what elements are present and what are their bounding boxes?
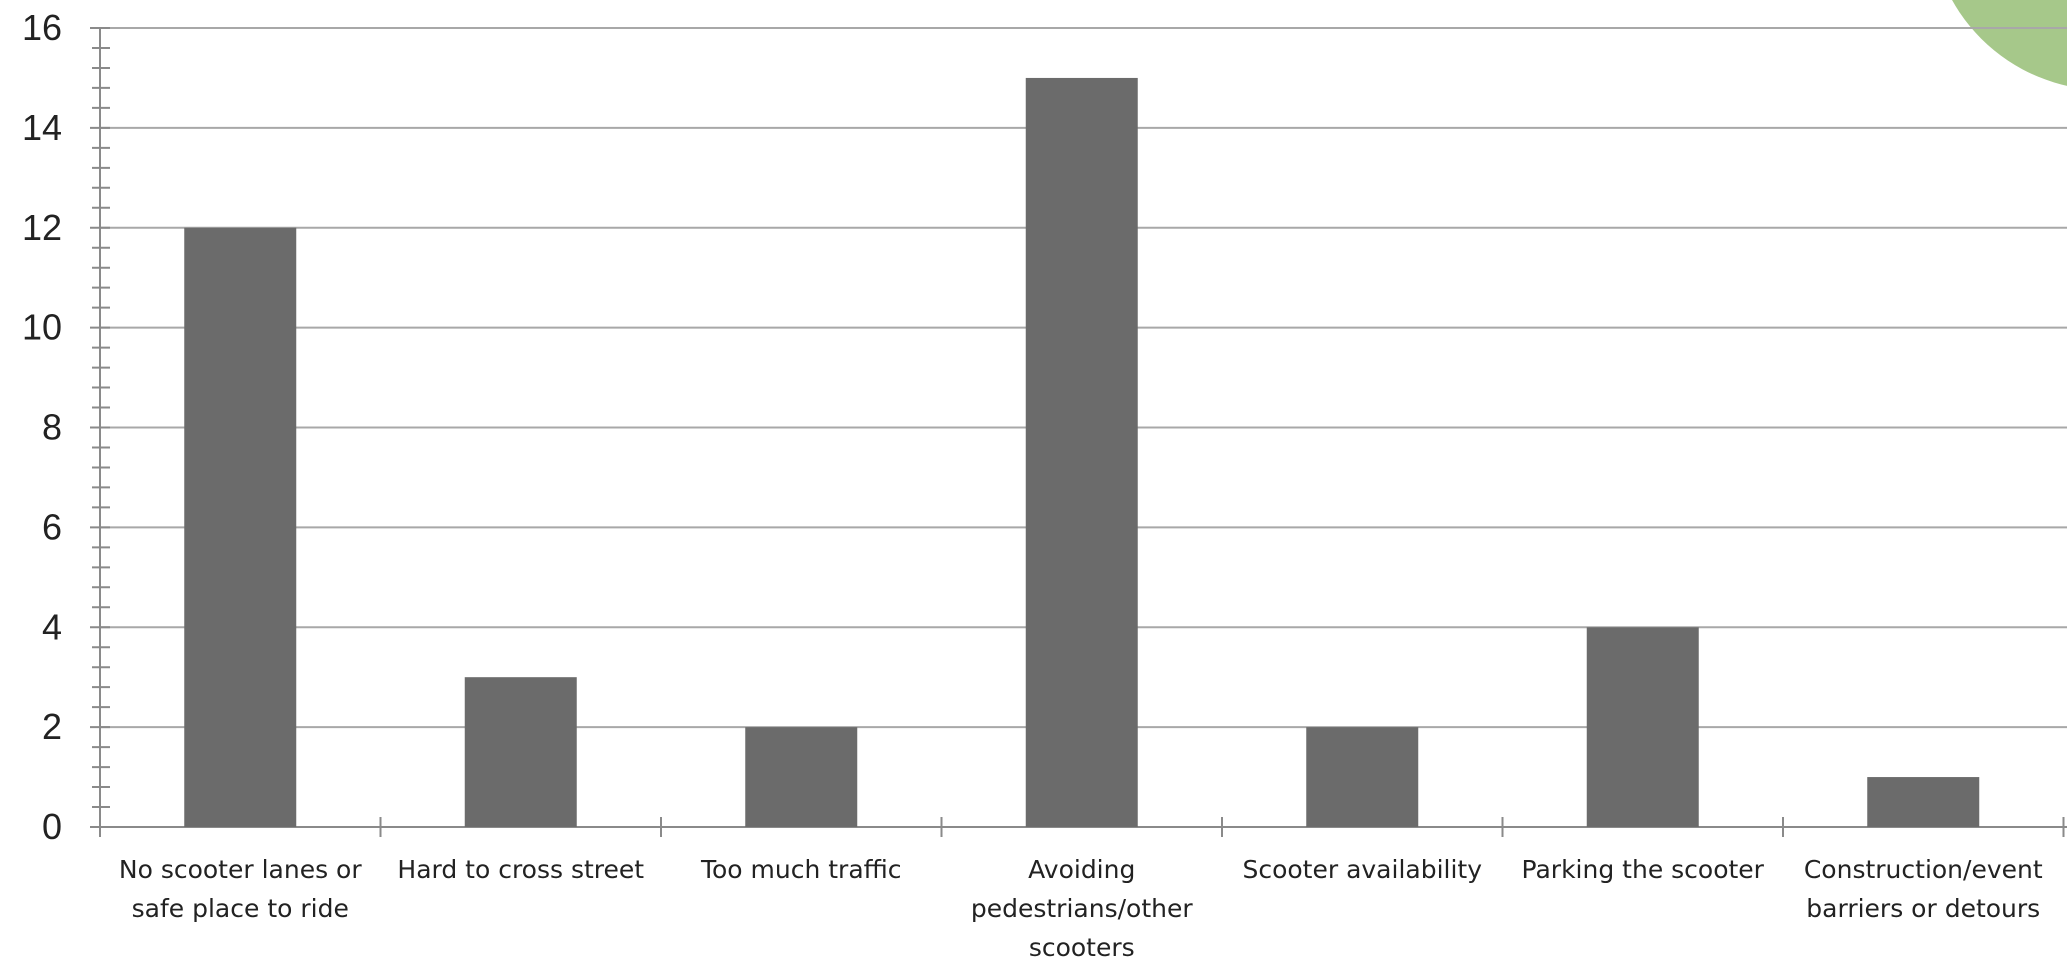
category-label: Avoiding pedestrians/other scooters	[971, 855, 1193, 960]
bars	[184, 77, 1980, 827]
x-axis-category-labels: No scooter lanes or safe place to ride Har…	[119, 855, 2043, 960]
bar	[1306, 727, 1419, 827]
bar	[745, 727, 858, 827]
y-tick-label: 0	[42, 806, 62, 847]
y-axis-tick-labels: 0 2 4 6 8 10 12 14 16	[22, 7, 62, 847]
bar	[1586, 627, 1699, 827]
decorative-circle	[1952, 0, 2067, 86]
y-tick-label: 4	[42, 606, 62, 647]
category-label: Hard to cross street	[397, 855, 644, 884]
bar	[1025, 77, 1138, 827]
bar	[464, 677, 577, 827]
bar	[1867, 777, 1980, 827]
category-label: Scooter availability	[1242, 855, 1482, 884]
category-label: Too much traffic	[700, 855, 902, 884]
category-label: Parking the scooter	[1522, 855, 1765, 884]
category-label: No scooter lanes or safe place to ride	[119, 855, 362, 923]
y-tick-label: 8	[42, 407, 62, 448]
y-tick-label: 16	[22, 7, 62, 48]
y-tick-label: 10	[22, 307, 62, 348]
y-tick-label: 14	[22, 107, 62, 148]
y-tick-label: 12	[22, 207, 62, 248]
y-tick-label: 6	[42, 506, 62, 547]
bar	[184, 227, 297, 827]
y-tick-label: 2	[42, 706, 62, 747]
category-label: Construction/event barriers or detours	[1804, 855, 2043, 923]
